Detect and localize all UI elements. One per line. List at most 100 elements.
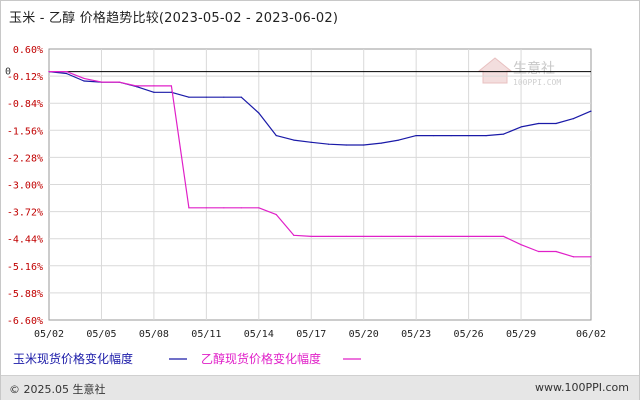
data-point xyxy=(65,70,68,73)
data-point xyxy=(555,250,557,253)
data-point xyxy=(223,207,225,209)
data-point xyxy=(83,80,85,82)
house-icon xyxy=(477,57,513,84)
data-point xyxy=(205,207,207,209)
y-tick-label: -1.56% xyxy=(7,126,43,137)
data-point xyxy=(188,207,190,209)
x-tick-label: 05/26 xyxy=(454,329,484,340)
data-point xyxy=(572,256,575,258)
y-tick-label: -2.28% xyxy=(7,153,43,164)
footer-bar: © 2025.05 生意社 www.100PPI.com xyxy=(1,375,639,400)
data-point xyxy=(537,250,540,253)
x-tick-label: 05/17 xyxy=(296,329,326,340)
data-point xyxy=(258,207,260,209)
data-point xyxy=(293,139,295,141)
data-point xyxy=(153,91,155,93)
data-point xyxy=(555,122,557,125)
data-point xyxy=(380,235,382,238)
y-tick-label: -6.60% xyxy=(7,316,43,327)
data-point xyxy=(450,235,452,238)
data-point xyxy=(433,134,435,137)
copyright-text: © 2025.05 生意社 xyxy=(9,383,106,396)
x-tick-label: 05/20 xyxy=(349,329,379,340)
data-point xyxy=(363,144,365,146)
x-tick-label: 05/29 xyxy=(506,329,536,340)
y-tick-label: -3.00% xyxy=(7,181,43,192)
data-point xyxy=(450,134,452,137)
zero-label: 0 xyxy=(5,67,11,78)
y-tick-label: -5.88% xyxy=(7,289,43,300)
data-point xyxy=(310,141,312,143)
y-tick-label: -4.44% xyxy=(7,235,43,246)
data-point xyxy=(572,118,575,120)
data-point xyxy=(345,144,347,146)
data-point xyxy=(468,134,470,137)
data-point xyxy=(380,142,382,144)
y-tick-label: -3.72% xyxy=(7,208,43,219)
x-tick-label: 05/02 xyxy=(34,329,64,340)
data-point xyxy=(258,112,260,114)
x-tick-label: 05/23 xyxy=(401,329,431,340)
data-point xyxy=(223,96,225,98)
watermark-url: 100PPI.COM xyxy=(513,78,561,87)
series-layer xyxy=(48,70,592,258)
x-tick-label: 05/11 xyxy=(191,329,221,340)
legend: 玉米现货价格变化幅度 乙醇现货价格变化幅度 xyxy=(13,351,361,366)
data-point xyxy=(590,110,592,112)
data-point xyxy=(537,122,540,125)
x-tick-label: 05/08 xyxy=(139,329,169,340)
watermark-name: 生意社 xyxy=(513,60,555,77)
data-point xyxy=(135,85,138,87)
watermark-logo: 生意社 100PPI.COM xyxy=(477,57,561,87)
data-point xyxy=(363,235,365,238)
data-point xyxy=(520,126,522,128)
data-point xyxy=(65,72,68,75)
x-tick-label: 06/02 xyxy=(576,329,606,340)
data-point xyxy=(328,235,330,238)
data-point xyxy=(205,96,207,98)
legend-label-ethanol: 乙醇现货价格变化幅度 xyxy=(201,351,321,366)
axis-layer: 0.60% -0.12% -0.84% -1.56% -2.28% -3.00% -3.72… xyxy=(5,45,606,340)
data-point xyxy=(328,143,330,145)
data-point xyxy=(520,244,522,246)
y-tick-label: -0.12% xyxy=(7,72,43,83)
data-point xyxy=(188,96,190,98)
grid-layer xyxy=(48,48,592,321)
corn-series-line xyxy=(48,71,592,146)
data-point xyxy=(153,85,155,87)
data-point xyxy=(433,235,435,238)
data-point xyxy=(275,134,277,137)
data-point xyxy=(310,235,312,238)
data-point xyxy=(415,235,417,238)
data-point xyxy=(345,235,347,238)
data-point xyxy=(293,234,295,236)
data-point xyxy=(485,235,487,238)
x-tick-label: 05/14 xyxy=(244,329,274,340)
source-link[interactable]: www.100PPI.com xyxy=(535,381,629,394)
chart-title: 玉米 - 乙醇 价格趋势比较(2023-05-02 - 2023-06-02) xyxy=(9,11,339,26)
data-point xyxy=(502,235,505,238)
data-point xyxy=(275,214,277,216)
data-point xyxy=(240,207,242,209)
data-point xyxy=(83,77,85,79)
y-tick-label: -0.84% xyxy=(7,99,43,110)
chart-svg: 生意社 100PPI.COM 0.60% -0.12% -0.84% -1.56% -2… xyxy=(5,45,606,366)
data-point xyxy=(240,96,242,98)
data-point xyxy=(100,81,103,83)
ethanol-series-line xyxy=(49,70,591,258)
y-tick-label: 0.60% xyxy=(13,45,43,56)
data-point xyxy=(170,85,172,87)
data-point xyxy=(468,235,470,238)
data-point xyxy=(590,256,592,258)
data-point xyxy=(398,139,400,141)
y-tick-label: -5.16% xyxy=(7,262,43,273)
data-point xyxy=(398,235,400,238)
data-point xyxy=(118,81,120,83)
x-tick-label: 05/05 xyxy=(86,329,116,340)
data-point xyxy=(48,70,50,73)
data-point xyxy=(502,133,505,135)
data-point xyxy=(415,134,417,137)
data-point xyxy=(485,134,487,137)
legend-label-corn: 玉米现货价格变化幅度 xyxy=(13,351,133,366)
